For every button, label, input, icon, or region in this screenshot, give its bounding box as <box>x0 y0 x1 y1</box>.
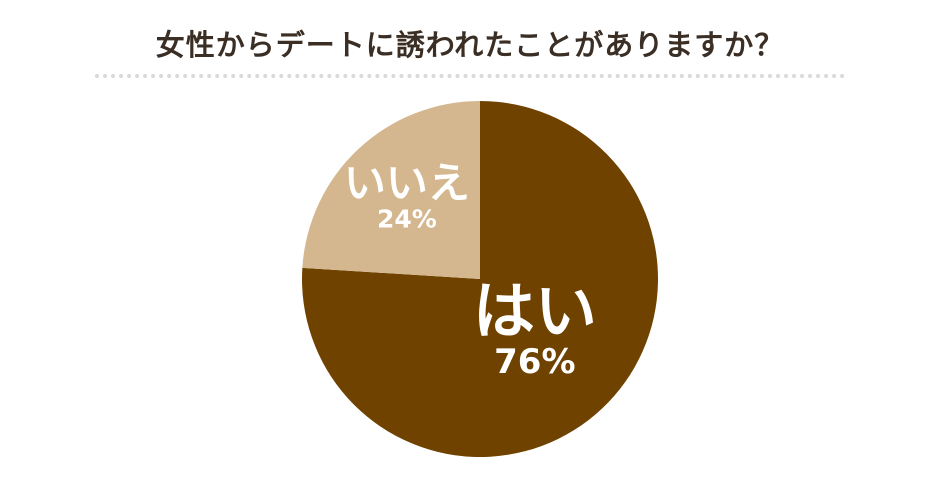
pie-slices <box>302 101 659 457</box>
pie-slice-yes <box>302 101 659 457</box>
title-divider <box>95 74 845 78</box>
slice-value-yes: 76% <box>494 342 575 382</box>
slice-label-yes: はい <box>473 274 597 347</box>
slice-label-no: いいえ <box>344 158 470 207</box>
pie-slice-no <box>302 101 480 279</box>
slice-value-no: 24% <box>377 204 437 233</box>
chart-title: 女性からデートに誘われたことがありますか？ <box>155 28 785 62</box>
